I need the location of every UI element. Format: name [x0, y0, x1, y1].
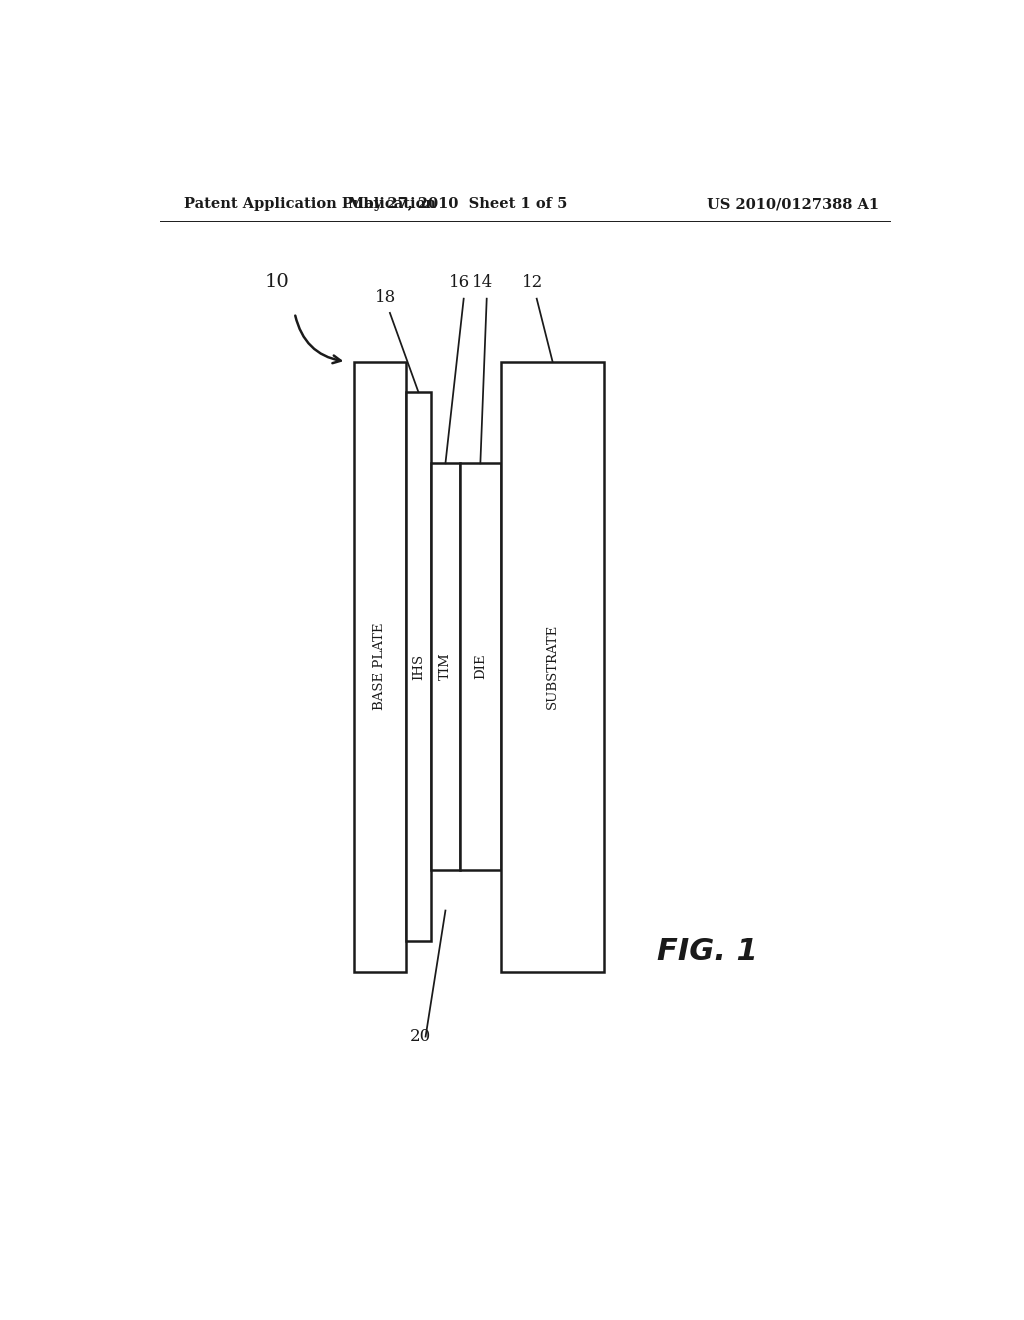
Text: 18: 18	[375, 289, 396, 306]
Bar	[354, 362, 406, 972]
Text: DIE: DIE	[474, 653, 486, 680]
Text: US 2010/0127388 A1: US 2010/0127388 A1	[708, 197, 880, 211]
Text: 10: 10	[265, 272, 290, 290]
Text: 20: 20	[410, 1028, 431, 1044]
Text: May 27, 2010  Sheet 1 of 5: May 27, 2010 Sheet 1 of 5	[348, 197, 567, 211]
Bar	[501, 362, 604, 972]
Text: Patent Application Publication: Patent Application Publication	[183, 197, 435, 211]
Bar	[406, 392, 431, 941]
Text: FIG. 1: FIG. 1	[657, 937, 758, 966]
Text: IHS: IHS	[412, 653, 425, 680]
Text: 14: 14	[472, 273, 494, 290]
Text: SUBSTRATE: SUBSTRATE	[546, 624, 559, 709]
Bar	[460, 463, 501, 870]
Text: BASE PLATE: BASE PLATE	[374, 623, 386, 710]
Bar	[431, 463, 460, 870]
Text: 12: 12	[522, 273, 544, 290]
Text: 16: 16	[450, 273, 470, 290]
Text: TIM: TIM	[439, 652, 452, 681]
